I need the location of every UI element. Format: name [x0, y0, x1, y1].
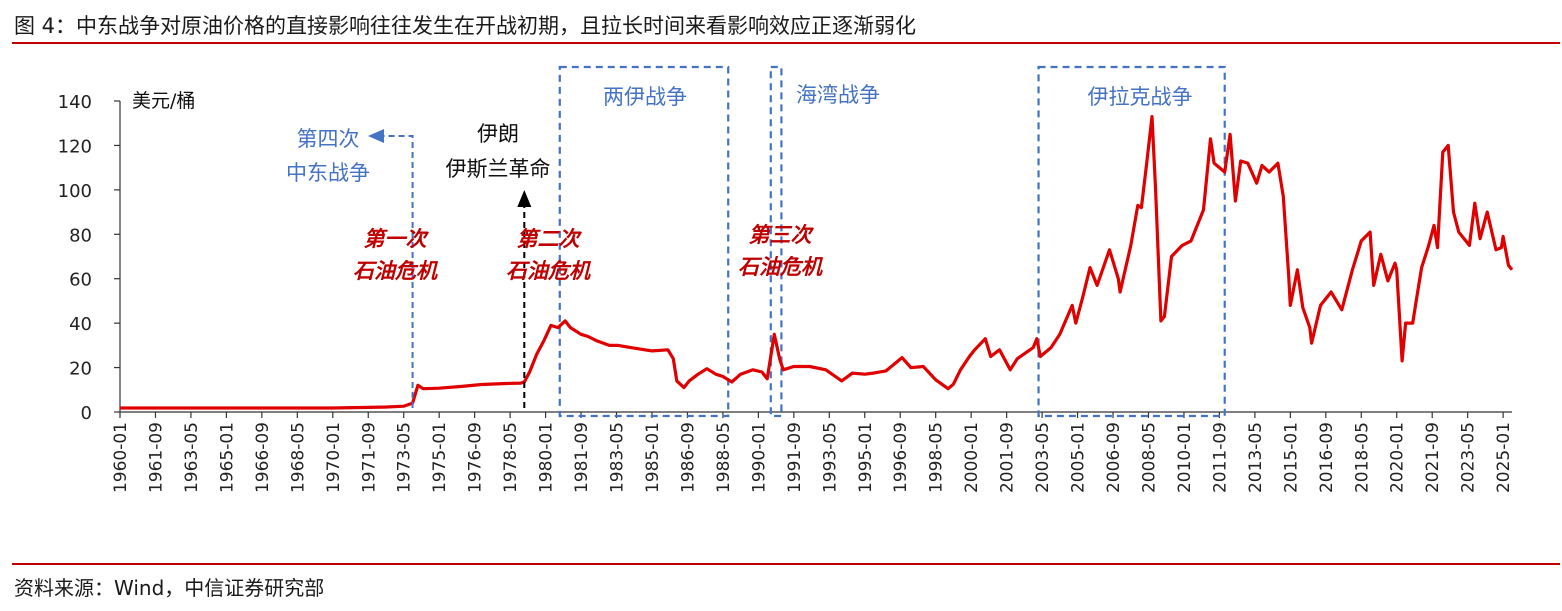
war-period-label: 伊拉克战争	[1088, 85, 1193, 109]
x-tick-label: 2025-01	[1494, 422, 1514, 493]
x-tick-label: 1986-09	[678, 422, 698, 493]
event-label-line: 伊斯兰革命	[446, 157, 551, 181]
y-tick-label: 120	[58, 136, 92, 157]
crisis-label-line: 第一次	[364, 227, 430, 251]
x-tick-label: 1996-09	[891, 422, 911, 493]
x-tick-label: 2015-01	[1281, 422, 1301, 493]
x-tick-label: 1975-01	[430, 422, 450, 493]
x-tick-label: 2020-01	[1388, 422, 1408, 493]
war-period-box	[558, 65, 730, 418]
y-tick-label: 140	[58, 92, 92, 113]
x-tick-label: 1970-01	[324, 422, 344, 493]
x-tick-label: 2021-09	[1423, 422, 1443, 493]
war-period-label: 海湾战争	[796, 83, 880, 107]
x-tick-label: 2016-09	[1317, 422, 1337, 493]
x-tick-label: 1971-09	[359, 422, 379, 493]
y-tick-label: 0	[81, 403, 92, 424]
war-period-boxes	[558, 65, 1226, 418]
crisis-label-line: 石油危机	[506, 259, 592, 283]
x-tick-label: 1960-01	[111, 422, 131, 493]
y-tick-label: 40	[69, 314, 92, 335]
x-tick-label: 2023-05	[1459, 422, 1479, 493]
event-arrow-head	[368, 129, 384, 143]
x-tick-label: 1963-05	[182, 422, 202, 493]
x-tick-label: 1973-05	[395, 422, 415, 493]
x-tick-label: 2005-01	[1069, 422, 1089, 493]
event-arrow-line	[383, 135, 414, 408]
x-tick-label: 1976-09	[466, 422, 486, 493]
x-tick-label: 1991-09	[785, 422, 805, 493]
y-tick-label: 60	[69, 270, 92, 291]
x-tick-label: 1983-05	[608, 422, 628, 493]
x-tick-label: 2001-09	[998, 422, 1018, 493]
source-rule	[12, 563, 1560, 565]
x-tick-label: 2018-05	[1352, 422, 1372, 493]
x-tick-label: 1995-01	[856, 422, 876, 493]
crisis-label-line: 石油危机	[738, 255, 824, 279]
x-tick-label: 2010-01	[1175, 422, 1195, 493]
event-label-line: 伊朗	[477, 122, 519, 146]
war-period-box	[769, 65, 783, 418]
x-tick-label: 1993-05	[820, 422, 840, 493]
series-layer	[120, 115, 1514, 410]
war-period-box	[1037, 65, 1226, 418]
title-rule	[12, 42, 1560, 44]
x-tick-label: 2006-09	[1104, 422, 1124, 493]
y-unit-label: 美元/桶	[132, 90, 195, 112]
x-tick-label: 1980-01	[537, 422, 557, 493]
x-tick-label: 1968-05	[288, 422, 308, 493]
x-tick-label: 2008-05	[1139, 422, 1159, 493]
x-tick-label: 1998-05	[927, 422, 947, 493]
x-tick-label: 1961-09	[146, 422, 166, 493]
source-note: 资料来源：Wind，中信证券研究部	[14, 576, 325, 600]
x-tick-label: 1965-01	[217, 422, 237, 493]
x-tick-label: 1988-05	[714, 422, 734, 493]
y-tick-label: 100	[58, 181, 92, 202]
x-tick-label: 1981-09	[572, 422, 592, 493]
x-tick-label: 1985-01	[643, 422, 663, 493]
x-tick-label: 1966-09	[253, 422, 273, 493]
x-tick-label: 1978-05	[501, 422, 521, 493]
x-tick-label: 2011-09	[1210, 422, 1230, 493]
x-tick-label: 2013-05	[1246, 422, 1266, 493]
x-tick-label: 2000-01	[962, 422, 982, 493]
event-label-line: 中东战争	[286, 161, 370, 185]
x-tick-label: 1990-01	[749, 422, 769, 493]
event-label-line: 第四次	[297, 127, 360, 151]
y-axis: 0 20 40 60 80 100 120 140 美元/桶	[58, 90, 196, 424]
event-arrow-head	[517, 190, 532, 207]
figure-title: 图 4：中东战争对原油价格的直接影响往往发生在开战初期，且拉长时间来看影响效应正…	[14, 14, 917, 38]
crisis-label-line: 石油危机	[353, 259, 439, 283]
y-tick-label: 80	[69, 225, 92, 246]
war-period-label: 两伊战争	[603, 85, 687, 109]
x-tick-label: 2003-05	[1033, 422, 1053, 493]
y-tick-label: 20	[69, 359, 92, 380]
price-series-line	[120, 115, 1514, 410]
crisis-label-line: 第三次	[749, 223, 815, 247]
crisis-label-line: 第二次	[517, 227, 583, 251]
x-axis: 1960-01 1961-09 1963-05 1965-01 1966-09 1968-…	[111, 411, 1514, 493]
